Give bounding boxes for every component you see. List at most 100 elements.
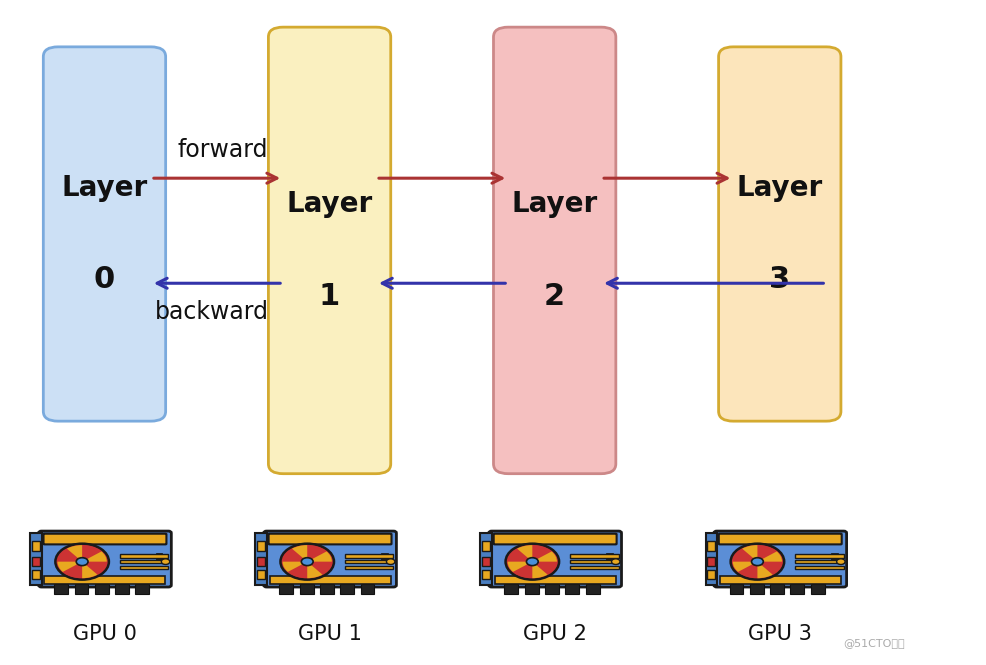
Bar [345, 565, 393, 569]
Bar [75, 584, 89, 594]
Bar [156, 553, 163, 557]
Bar [570, 560, 618, 563]
Wedge shape [733, 550, 756, 562]
Bar [830, 556, 837, 561]
Bar [482, 541, 490, 551]
Wedge shape [292, 545, 307, 562]
Bar [381, 553, 387, 557]
FancyBboxPatch shape [38, 531, 172, 587]
Bar [795, 560, 843, 563]
Text: GPU 3: GPU 3 [747, 624, 811, 644]
Bar [790, 584, 804, 594]
Bar [120, 560, 169, 563]
Bar [156, 556, 163, 561]
Bar [345, 554, 393, 558]
Wedge shape [508, 550, 531, 562]
Circle shape [730, 544, 784, 580]
Bar [279, 584, 293, 594]
Wedge shape [57, 550, 82, 562]
Text: GPU 0: GPU 0 [73, 624, 137, 644]
Bar [95, 584, 108, 594]
Wedge shape [307, 545, 324, 562]
Bar [707, 557, 715, 567]
Bar [707, 570, 715, 579]
Wedge shape [515, 562, 531, 578]
Text: Layer: Layer [61, 174, 148, 202]
Text: Layer: Layer [511, 190, 598, 218]
Text: backward: backward [154, 300, 268, 324]
Bar [810, 584, 824, 594]
Bar [482, 570, 490, 579]
Wedge shape [307, 562, 331, 573]
Bar [605, 553, 612, 557]
Wedge shape [531, 551, 556, 562]
Wedge shape [517, 545, 531, 562]
Circle shape [505, 544, 558, 580]
Wedge shape [756, 545, 774, 562]
Text: forward: forward [177, 138, 268, 162]
Bar [115, 584, 129, 594]
Bar [319, 584, 333, 594]
Bar [480, 533, 491, 585]
Wedge shape [65, 562, 82, 578]
Text: GPU 1: GPU 1 [298, 624, 362, 644]
FancyBboxPatch shape [43, 534, 167, 545]
Bar [256, 541, 264, 551]
Circle shape [161, 559, 170, 565]
Bar [32, 541, 39, 551]
Bar [705, 533, 716, 585]
FancyBboxPatch shape [718, 534, 841, 545]
Bar [269, 577, 390, 584]
Bar [585, 584, 599, 594]
Bar [256, 570, 264, 579]
Bar [345, 560, 393, 563]
Circle shape [750, 558, 762, 566]
Wedge shape [741, 545, 756, 562]
Wedge shape [740, 562, 756, 578]
Text: 3: 3 [768, 265, 790, 295]
Circle shape [301, 558, 313, 566]
FancyBboxPatch shape [493, 27, 615, 473]
Wedge shape [531, 562, 547, 578]
Wedge shape [307, 562, 322, 578]
FancyBboxPatch shape [268, 27, 390, 473]
Wedge shape [282, 562, 307, 572]
Bar [707, 541, 715, 551]
Bar [795, 565, 843, 569]
Wedge shape [756, 551, 781, 562]
FancyBboxPatch shape [268, 534, 391, 545]
Bar [54, 584, 68, 594]
Bar [255, 533, 266, 585]
Bar [525, 584, 538, 594]
Wedge shape [82, 562, 98, 578]
Bar [32, 557, 39, 567]
Wedge shape [82, 551, 106, 562]
Wedge shape [732, 562, 756, 572]
Bar [120, 565, 169, 569]
FancyBboxPatch shape [263, 531, 396, 587]
Text: Layer: Layer [736, 174, 822, 202]
FancyBboxPatch shape [713, 531, 846, 587]
Text: @51CTO博客: @51CTO博客 [842, 638, 903, 648]
Bar [830, 553, 837, 557]
Wedge shape [531, 562, 556, 573]
Bar [494, 577, 615, 584]
Bar [31, 533, 41, 585]
Text: 0: 0 [94, 265, 115, 295]
Wedge shape [307, 551, 331, 562]
Bar [570, 565, 618, 569]
Wedge shape [57, 562, 82, 572]
Bar [795, 554, 843, 558]
FancyBboxPatch shape [493, 534, 616, 545]
Circle shape [280, 544, 333, 580]
Wedge shape [82, 545, 100, 562]
Bar [749, 584, 763, 594]
FancyBboxPatch shape [43, 47, 166, 421]
Bar [544, 584, 558, 594]
Wedge shape [290, 562, 307, 578]
Bar [120, 554, 169, 558]
Bar [504, 584, 518, 594]
Text: Layer: Layer [286, 190, 373, 218]
Wedge shape [67, 545, 82, 562]
Bar [605, 556, 612, 561]
